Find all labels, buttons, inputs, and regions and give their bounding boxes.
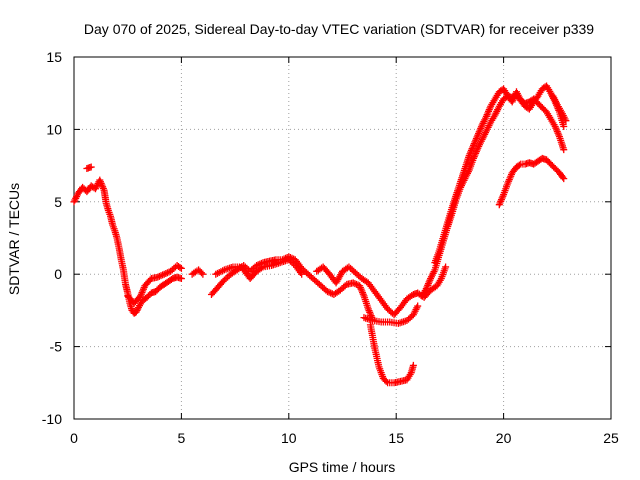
sdtvar-chart: Day 070 of 2025, Sidereal Day-to-day VTE… (0, 0, 640, 480)
y-axis-label: SDTVAR / TECUs (6, 183, 22, 295)
chart-title: Day 070 of 2025, Sidereal Day-to-day VTE… (84, 21, 594, 37)
data-points (71, 82, 570, 386)
x-axis-label: GPS time / hours (289, 459, 396, 475)
x-tick-label: 15 (388, 430, 404, 446)
y-tick-label: 10 (46, 121, 62, 137)
y-tick-label: -5 (50, 339, 63, 355)
x-tick-label: 0 (70, 430, 78, 446)
y-tick-label: 0 (54, 266, 62, 282)
y-tick-label: -10 (42, 411, 62, 427)
plot-area-border (74, 57, 611, 419)
data-point (353, 281, 360, 288)
x-tick-label: 5 (178, 430, 186, 446)
x-tick-label: 20 (496, 430, 512, 446)
y-tick-label: 5 (54, 194, 62, 210)
grid-lines (74, 57, 611, 419)
x-tick-label: 25 (603, 430, 619, 446)
x-tick-label: 10 (281, 430, 297, 446)
y-tick-label: 15 (46, 49, 62, 65)
